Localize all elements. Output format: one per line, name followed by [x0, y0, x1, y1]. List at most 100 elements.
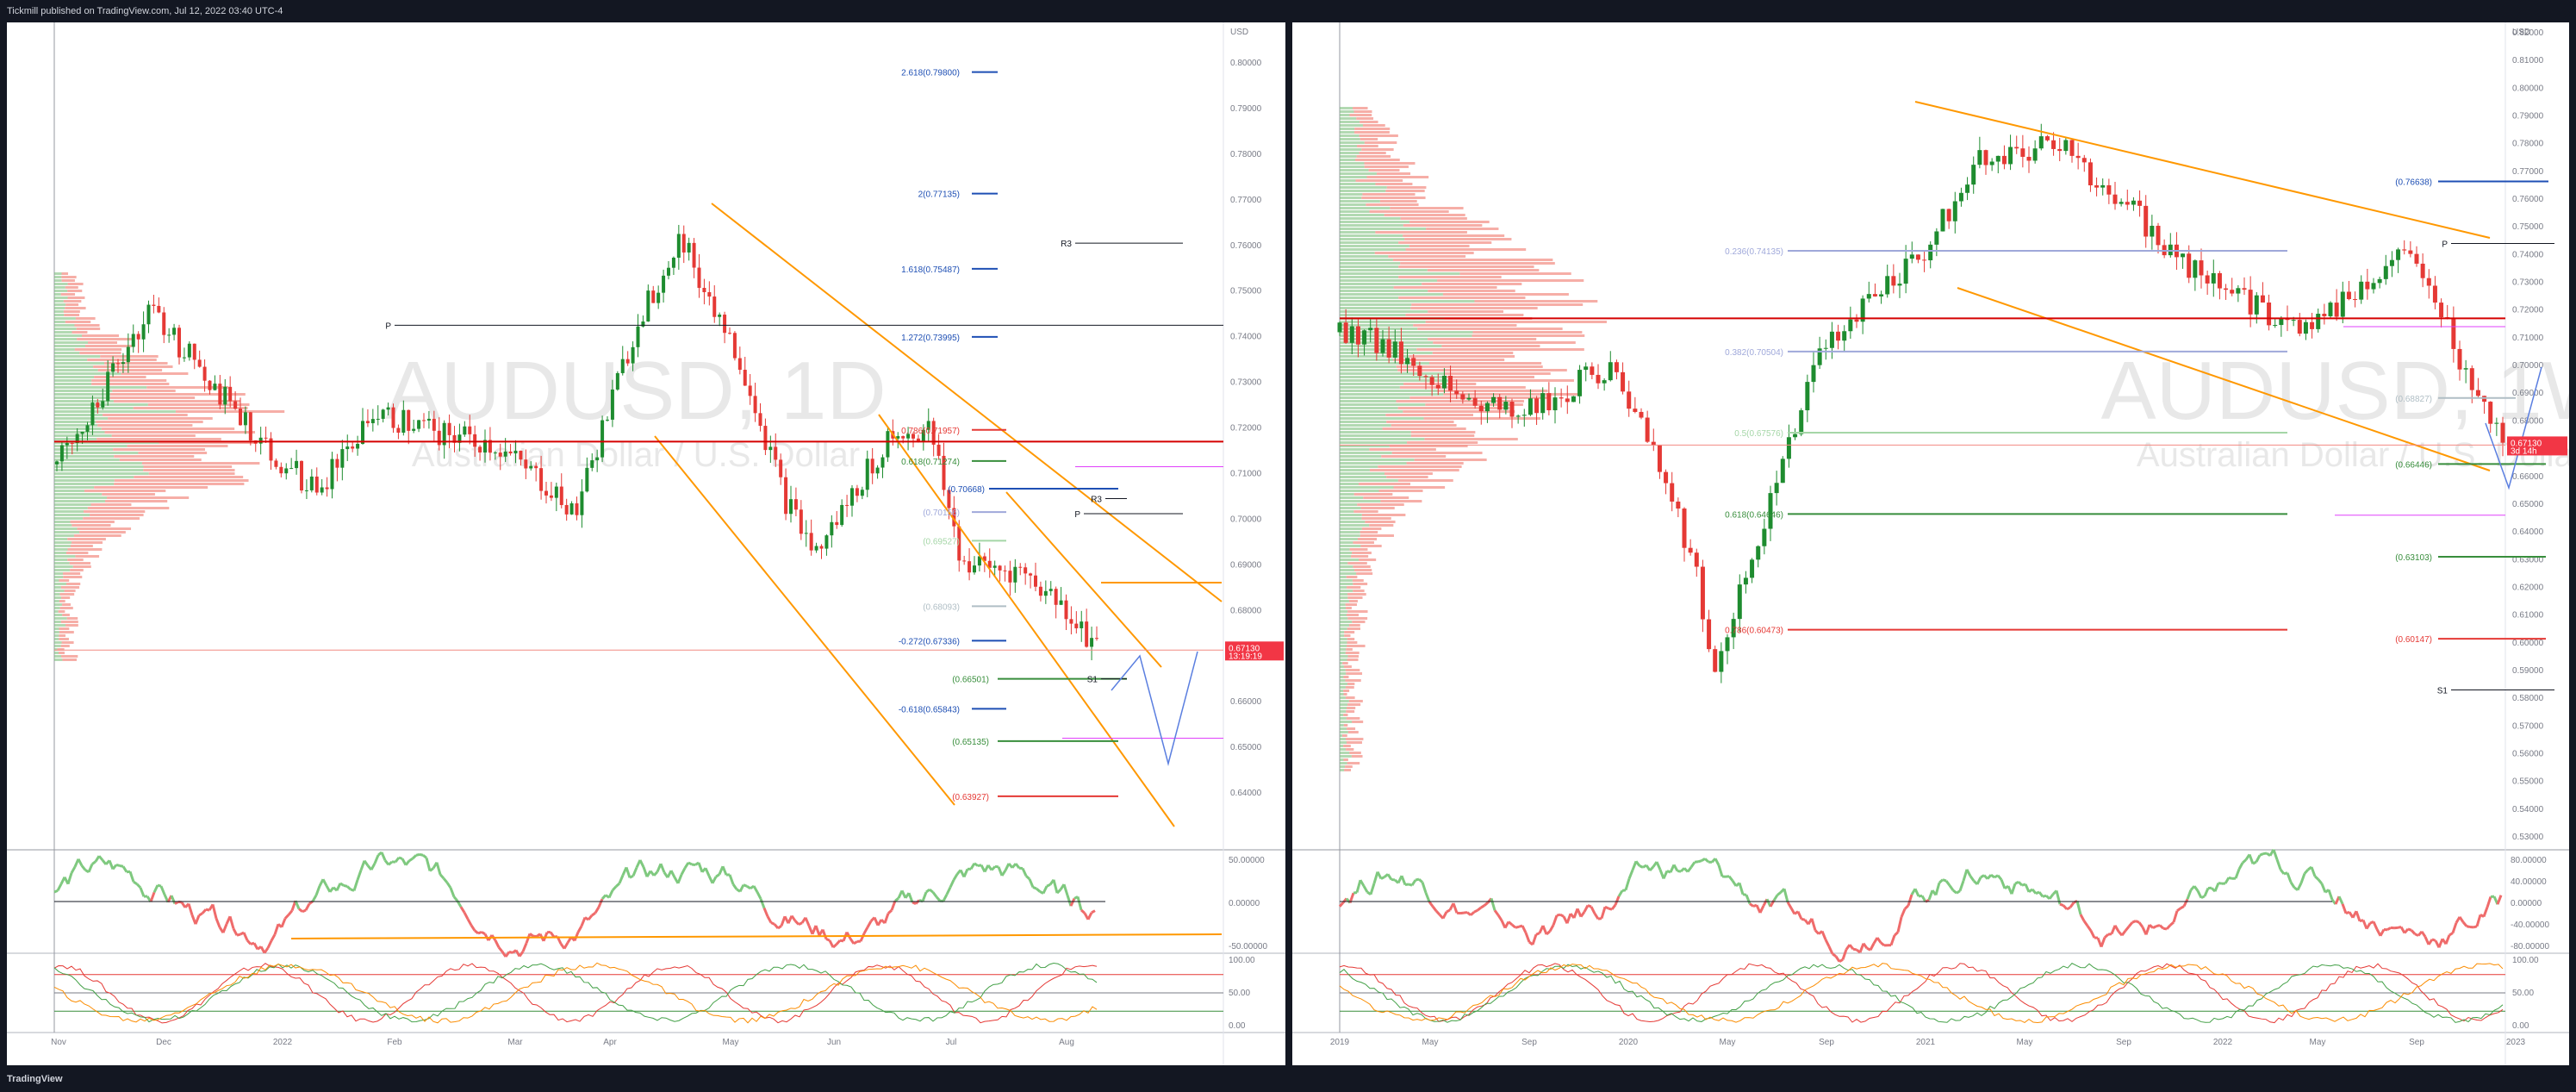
osc-tick-label: -40.00000 — [2511, 920, 2549, 930]
oscillator-segment — [2086, 925, 2093, 932]
tradingview-logo[interactable]: TradingView — [7, 1074, 63, 1084]
volume-profile-bar — [1404, 238, 1512, 240]
volume-profile-bar — [1340, 396, 1410, 399]
oscillator-segment — [232, 927, 239, 936]
oscillator-segment — [832, 943, 837, 949]
oscillator-segment — [1820, 930, 1827, 940]
volume-profile-bar — [1340, 110, 1354, 113]
oscillator-segment — [549, 931, 556, 939]
candle-up — [2100, 184, 2106, 188]
volume-profile-bar — [1344, 631, 1355, 633]
oscillator-segment — [2079, 914, 2086, 922]
volume-profile-bar — [1340, 503, 1358, 506]
candle-up — [1719, 651, 1724, 672]
oscillator-segment — [1814, 929, 1820, 935]
volume-profile-bar — [54, 345, 86, 347]
oscillator-segment — [1434, 909, 1441, 916]
candle-up — [1043, 590, 1048, 596]
candle-up — [493, 452, 497, 454]
volume-profile-bar — [1340, 758, 1344, 761]
candle-up — [2291, 320, 2296, 321]
volume-profile-bar — [1385, 414, 1473, 416]
price-tick-label: 0.73000 — [2512, 278, 2544, 288]
volume-profile-bar — [1346, 672, 1363, 675]
volume-profile-bar — [59, 607, 73, 609]
volume-profile-bar — [1403, 383, 1477, 385]
oscillator-segment — [2144, 924, 2151, 935]
candle-down — [2144, 205, 2149, 237]
volume-profile-bar — [1369, 469, 1459, 471]
oscillator-segment — [494, 939, 501, 948]
candle-down — [2457, 348, 2462, 370]
volume-profile-bar — [1364, 165, 1409, 168]
volume-profile-bar — [1407, 441, 1478, 444]
oscillator-segment — [314, 885, 321, 896]
oscillator-segment — [1021, 867, 1028, 877]
volume-profile-bar — [147, 403, 250, 406]
volume-profile-bar — [1340, 238, 1405, 240]
candle-up — [804, 533, 808, 534]
candle-up — [1584, 366, 1589, 371]
volume-profile-bar — [1340, 262, 1401, 265]
oscillator-segment — [359, 860, 366, 871]
volume-profile-bar — [1340, 703, 1348, 706]
oscillator-segment — [404, 859, 411, 866]
volume-profile-bar — [1340, 552, 1353, 554]
volume-profile-bar — [1340, 610, 1348, 613]
candle-down — [2488, 402, 2493, 424]
oscillator-segment — [1490, 897, 1496, 911]
volume-profile-bar — [1340, 558, 1360, 561]
candle-down — [1064, 600, 1068, 620]
daily-chart-panel[interactable]: AUDUSD, 1D Australian Dollar / U.S. Dolla… — [7, 22, 1285, 1065]
oscillator-segment — [1996, 874, 2003, 881]
candle-up — [182, 357, 186, 359]
oscillator-segment — [849, 938, 856, 945]
volume-profile-bar — [61, 641, 74, 644]
oscillator-segment — [2075, 901, 2082, 915]
oscillator-segment — [2369, 920, 2374, 925]
candle-down — [2322, 314, 2327, 316]
oscillator-segment — [1036, 887, 1041, 893]
candle-down — [447, 422, 451, 435]
candle-up — [1780, 459, 1785, 484]
volume-profile-bar — [66, 617, 78, 620]
candle-up — [671, 257, 675, 268]
candle-down — [784, 477, 788, 515]
volume-profile-bar — [1357, 538, 1378, 540]
volume-profile-bar — [1472, 334, 1585, 337]
weekly-chart-panel[interactable]: AUDUSD, 1W Australian Dollar / U.S. Dolla… — [1292, 22, 2569, 1065]
candle-up — [896, 436, 900, 439]
candle-down — [274, 460, 278, 467]
oscillator-segment — [1801, 917, 1806, 921]
pivot-label: R3 — [1061, 240, 1072, 249]
candle-up — [1965, 184, 1970, 193]
volume-profile-bar — [90, 503, 132, 506]
volume-profile-bar — [1340, 286, 1394, 289]
volume-profile-bar — [1340, 283, 1422, 285]
candle-up — [1731, 619, 1736, 638]
oscillator-segment — [2365, 922, 2372, 930]
candle-up — [223, 386, 227, 405]
candle-down — [300, 460, 303, 491]
volume-profile-bar — [1340, 459, 1415, 461]
volume-profile-bar — [1410, 307, 1538, 309]
volume-profile-bar — [1417, 328, 1563, 330]
volume-profile-bar — [1340, 372, 1445, 375]
volume-profile-bar — [1355, 179, 1403, 182]
volume-profile-bar — [1346, 717, 1360, 720]
candle-down — [2069, 140, 2075, 156]
price-tick-label: 0.80000 — [1230, 59, 1262, 68]
time-axis-label: Sep — [2116, 1038, 2131, 1047]
candle-down — [539, 468, 544, 491]
volume-profile-bar — [1403, 234, 1505, 237]
oscillator-segment — [866, 920, 873, 928]
volume-profile-bar — [54, 503, 91, 506]
volume-profile-bar — [1340, 665, 1344, 668]
volume-profile-bar — [91, 383, 170, 385]
volume-profile-bar — [1409, 355, 1515, 358]
candle-up — [141, 324, 146, 340]
candle-down — [1627, 391, 1632, 409]
oscillator-segment — [1610, 904, 1617, 911]
